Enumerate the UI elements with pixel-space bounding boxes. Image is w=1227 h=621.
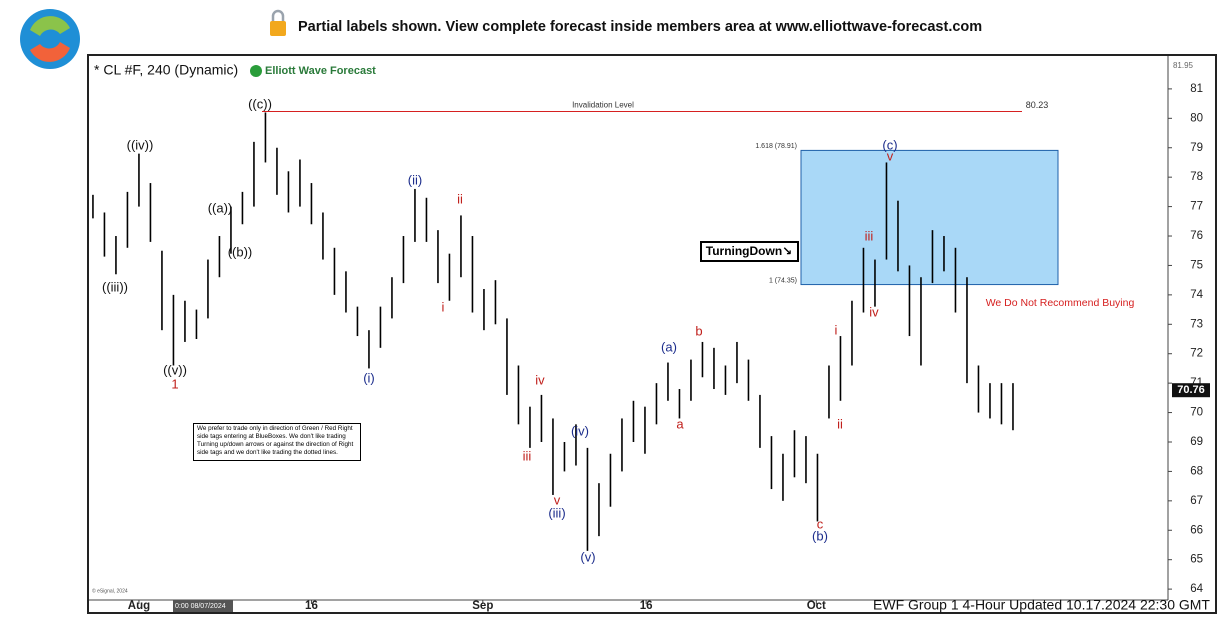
wave-label: c — [817, 516, 824, 531]
wave-label: v — [887, 148, 894, 163]
turning-tag: TurningDown↘ — [706, 244, 792, 258]
wave-label: ((v)) — [163, 362, 187, 377]
lock-icon — [270, 9, 286, 36]
wave-label: iii — [865, 228, 874, 243]
last-price-box — [1172, 383, 1210, 398]
top-label: 81.95 — [1173, 61, 1194, 70]
wave-label: (c) — [882, 137, 897, 152]
brand-icon — [250, 65, 262, 77]
wave-label: v — [554, 492, 561, 507]
wave-label: ((iii)) — [102, 279, 128, 294]
wave-label: (b) — [812, 528, 828, 543]
y-tick-label: 77 — [1190, 201, 1203, 213]
wave-label: iv — [869, 304, 879, 319]
y-tick-label: 76 — [1190, 230, 1203, 242]
note: We prefer to trade only in direction of … — [193, 423, 361, 461]
invalidation-value: 80.23 — [1026, 100, 1049, 110]
wave-label: b — [695, 323, 702, 338]
copyright: © eSignal, 2024 — [92, 587, 128, 594]
wave-label: (v) — [580, 549, 595, 564]
banner: Partial labels shown. View complete fore… — [298, 19, 982, 35]
invalidation-text: Invalidation Level — [572, 101, 634, 110]
y-tick-label: 72 — [1190, 348, 1203, 360]
wave-label: (ii) — [408, 172, 422, 187]
wave-label: i — [835, 322, 838, 337]
last-price-label: 70.76 — [1177, 384, 1205, 396]
wave-label: 1 — [171, 376, 178, 391]
x-tick-label: Oct — [807, 600, 826, 612]
wave-label: (iv) — [571, 423, 589, 438]
wave-label: i — [442, 299, 445, 314]
y-tick-label: 66 — [1190, 524, 1203, 536]
x-tick-label: Aug — [128, 600, 150, 612]
y-tick-label: 73 — [1190, 318, 1203, 330]
y-tick-label: 79 — [1190, 142, 1203, 154]
wave-label: ((a)) — [208, 200, 233, 215]
wave-label: ((b)) — [228, 244, 253, 259]
wave-label: iii — [523, 448, 532, 463]
y-tick-label: 75 — [1190, 259, 1203, 271]
chart-frame — [87, 54, 1217, 614]
turning-tag-box — [700, 241, 799, 262]
box-bottom-label: 1 (74.35) — [769, 277, 797, 284]
brand: Elliott Wave Forecast — [265, 65, 376, 77]
y-tick-label: 74 — [1190, 289, 1203, 301]
wave-label: iv — [535, 372, 545, 387]
x-tick-label: 16 — [640, 600, 653, 612]
wave-label: (iii) — [548, 505, 565, 520]
wave-label: (a) — [661, 339, 677, 354]
x-tick-label: Sep — [472, 600, 493, 612]
wave-label: a — [676, 416, 684, 431]
warning: We Do Not Recommend Buying — [986, 297, 1135, 309]
footer: EWF Group 1 4-Hour Updated 10.17.2024 22… — [873, 597, 1210, 613]
wave-label: ii — [837, 416, 843, 431]
y-tick-label: 70 — [1190, 407, 1203, 419]
y-tick-label: 78 — [1190, 171, 1203, 183]
wave-label: ((iv)) — [127, 137, 154, 152]
y-tick-label: 80 — [1190, 112, 1203, 124]
cursor-date-box — [173, 600, 233, 612]
wave-label: (i) — [363, 370, 375, 385]
cursor-date: 0:00 08/07/2024 — [175, 603, 226, 610]
y-tick-label: 65 — [1190, 554, 1203, 566]
y-tick-label: 67 — [1190, 495, 1203, 507]
chart-title: * CL #F, 240 (Dynamic) — [94, 62, 238, 78]
logo — [20, 9, 80, 69]
y-tick-label: 68 — [1190, 465, 1203, 477]
y-tick-label: 64 — [1190, 583, 1203, 595]
x-tick-label: 16 — [305, 600, 318, 612]
blue-box — [800, 149, 1059, 286]
wave-label: ii — [457, 191, 463, 206]
box-top-label: 1.618 (78.91) — [755, 143, 797, 150]
y-tick-label: 69 — [1190, 436, 1203, 448]
wave-label: ((c)) — [248, 96, 272, 111]
y-tick-label: 81 — [1190, 83, 1203, 95]
